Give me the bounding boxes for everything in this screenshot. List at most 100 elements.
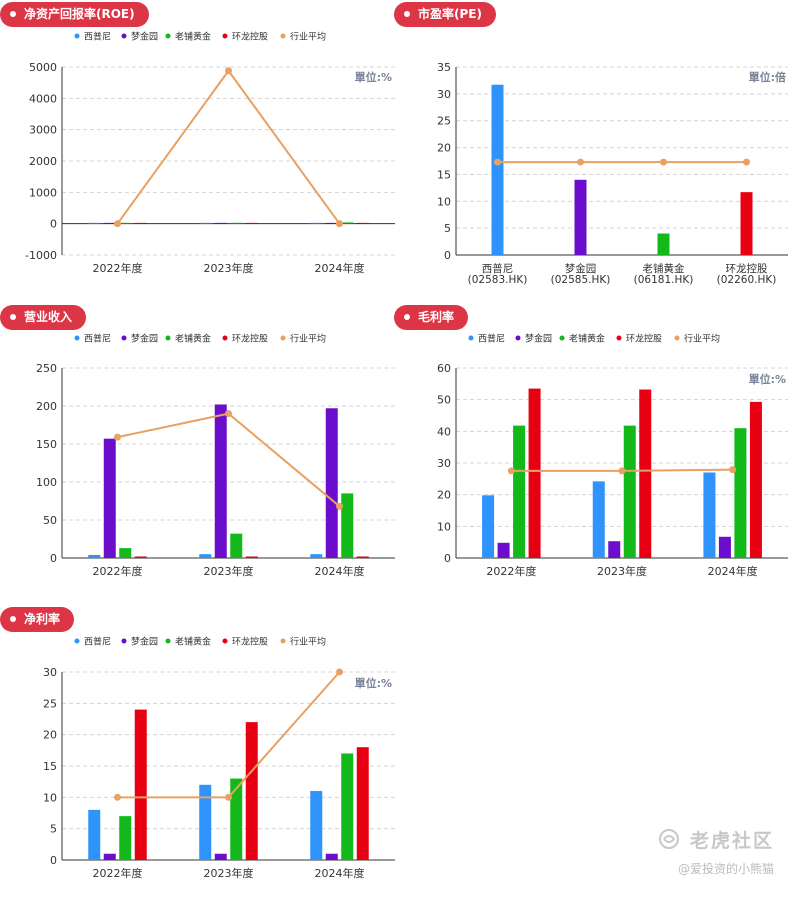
y-tick-label: 100: [36, 476, 57, 489]
legend-label: 老铺黄金: [569, 333, 605, 345]
y-tick-label: 4000: [29, 92, 57, 105]
legend-swatch: [616, 335, 622, 341]
revenue-chart: 西普尼 梦金园 老铺黄金 环龙控股 行业平均 0 50 100 150 200 250 2022年度 2…: [36, 333, 395, 578]
x-tick-label: 2022年度: [93, 564, 143, 578]
average-point: [660, 158, 667, 166]
average-point: [494, 158, 501, 166]
bar: [134, 709, 147, 860]
legend-label: 环龙控股: [626, 333, 662, 345]
bar: [356, 747, 369, 860]
bar: [608, 541, 621, 558]
legend-label: 梦金园: [525, 333, 552, 345]
gross-margin-chart: 西普尼 梦金园 老铺黄金 环龙控股 行业平均 0 10 20 30 40 50 60 單位:% 2022年…: [437, 333, 788, 578]
x-tick-label: (02585.HK): [551, 274, 611, 286]
y-tick-label: 25: [43, 697, 57, 710]
net-margin-chart: 西普尼 梦金园 老铺黄金 环龙控股 行业平均 0 5 10 15 20 25 30 單位:% 2022年度…: [43, 636, 395, 880]
bar: [740, 192, 753, 255]
bar: [703, 472, 716, 558]
bar: [528, 388, 541, 558]
y-tick-label: 150: [36, 438, 57, 451]
bar: [214, 404, 227, 558]
y-tick-label: 0: [50, 218, 57, 231]
legend-label: 行业平均: [290, 636, 326, 648]
legend-label: 西普尼: [84, 31, 111, 43]
bar: [310, 791, 323, 860]
chart-panel-gross: 毛利率 西普尼 梦金园 老铺黄金 环龙控股 行业平均 0 10 20 30 40 50 60 單位:% 2…: [394, 303, 788, 603]
y-tick-label: 200: [36, 400, 57, 413]
legend-label: 梦金园: [131, 636, 158, 648]
y-tick-label: 20: [437, 142, 451, 155]
legend-swatch: [222, 638, 228, 644]
legend-label: 老铺黄金: [175, 333, 211, 345]
x-tick-label: (02260.HK): [717, 274, 777, 286]
average-point: [618, 467, 626, 475]
bar: [356, 222, 369, 224]
x-tick-label: 2023年度: [204, 564, 254, 578]
average-point: [336, 502, 343, 510]
legend-swatch: [74, 335, 80, 341]
legend-label: 西普尼: [478, 333, 505, 345]
x-tick-label: 2024年度: [315, 866, 365, 880]
legend-swatch: [121, 335, 127, 341]
legend-swatch: [674, 335, 680, 341]
y-tick-label: 20: [437, 489, 451, 502]
bar: [310, 222, 323, 224]
bar: [119, 548, 132, 558]
bar: [325, 853, 338, 860]
legend-label: 老铺黄金: [175, 636, 211, 648]
roe-chart: 西普尼 梦金园 老铺黄金 环龙控股 行业平均 -1000 0 1000 2000 3000 4000…: [25, 31, 395, 275]
legend-swatch: [222, 33, 228, 39]
bar: [513, 425, 526, 558]
unit-label: 單位:%: [355, 70, 392, 84]
bar: [103, 222, 116, 224]
chart-title-badge: 净利率: [0, 607, 75, 632]
chart-title-badge: 毛利率: [394, 305, 469, 330]
average-point: [225, 793, 232, 801]
x-tick-label: 西普尼: [482, 262, 514, 275]
y-tick-label: 1000: [29, 186, 57, 199]
y-tick-label: 15: [437, 168, 451, 181]
bar: [214, 853, 227, 860]
bar: [134, 222, 147, 224]
bar: [230, 533, 243, 558]
bar: [718, 536, 731, 558]
legend-swatch: [559, 335, 565, 341]
legend-label: 环龙控股: [232, 333, 268, 345]
y-tick-label: 10: [43, 791, 57, 804]
average-point: [577, 158, 584, 166]
tiger-logo-icon: [658, 829, 679, 849]
y-tick-label: 5: [50, 823, 57, 836]
y-tick-label: 50: [43, 514, 57, 527]
chart-panel-pe: 市盈率(PE) 0 5 10 15 20 25 30 35 單位:倍 西普尼 (02583.HK) 梦…: [394, 0, 788, 300]
legend-label: 西普尼: [84, 636, 111, 648]
bar: [134, 556, 147, 558]
x-tick-label: 2022年度: [93, 866, 143, 880]
chart-panel-net: 净利率 西普尼 梦金园 老铺黄金 环龙控股 行业平均 0 5 10 15 20 25 30 單位:% 20…: [0, 605, 395, 905]
y-tick-label: 0: [444, 552, 451, 565]
average-point: [225, 67, 232, 75]
unit-label: 單位:倍: [749, 70, 786, 84]
bar: [199, 784, 212, 860]
bar: [341, 753, 354, 860]
bar: [574, 179, 587, 255]
x-tick-label: 梦金园: [565, 262, 597, 275]
average-line: [117, 671, 341, 799]
legend-label: 行业平均: [290, 333, 326, 345]
chart-legend: 西普尼 梦金园 老铺黄金 环龙控股 行业平均: [74, 636, 326, 648]
legend-label: 西普尼: [84, 333, 111, 345]
y-tick-label: 15: [43, 760, 57, 773]
y-tick-label: 10: [437, 195, 451, 208]
x-tick-label: 2023年度: [204, 261, 254, 275]
chart-title-badge: 净资产回报率(ROE): [0, 2, 149, 27]
unit-label: 單位:%: [355, 676, 392, 690]
bar: [230, 778, 243, 860]
x-tick-label: 2022年度: [93, 261, 143, 275]
legend-label: 梦金园: [131, 333, 158, 345]
y-tick-label: 30: [437, 88, 451, 101]
bar: [88, 809, 101, 860]
y-tick-label: 2000: [29, 155, 57, 168]
y-tick-label: 250: [36, 362, 57, 375]
legend-swatch: [280, 335, 286, 341]
x-tick-label: 2024年度: [315, 261, 365, 275]
bar: [749, 401, 762, 558]
